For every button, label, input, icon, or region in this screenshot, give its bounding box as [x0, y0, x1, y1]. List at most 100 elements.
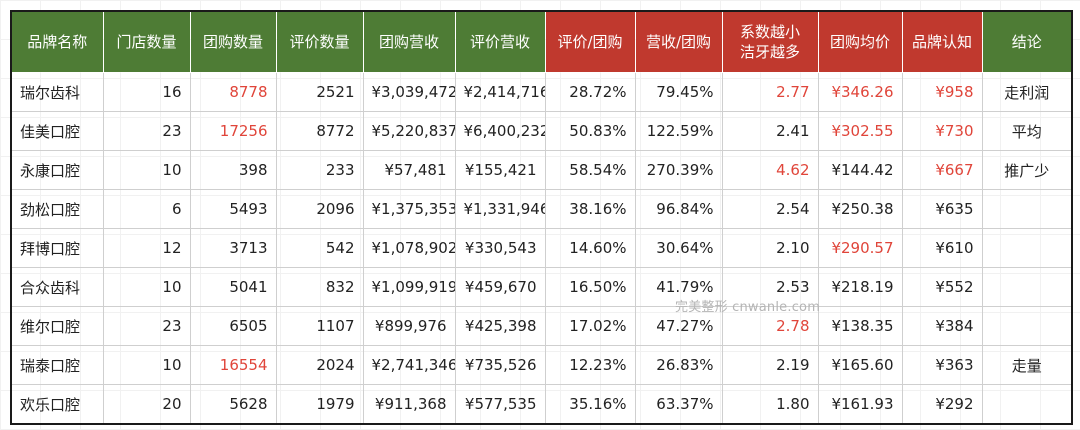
- header-coefficient[interactable]: 系数越小 洁牙越多: [721, 10, 819, 73]
- cell-awareness[interactable]: ¥958: [901, 72, 983, 112]
- cell-stores[interactable]: 10: [102, 345, 191, 385]
- cell-conclusion[interactable]: [981, 228, 1073, 268]
- cell-coefficient[interactable]: 2.53: [721, 267, 819, 307]
- cell-conclusion[interactable]: [981, 384, 1073, 425]
- cell-review-revenue[interactable]: ¥577,535: [454, 384, 546, 425]
- cell-review-ratio[interactable]: 16.50%: [544, 267, 636, 307]
- cell-review-revenue[interactable]: ¥6,400,232: [454, 111, 546, 151]
- cell-revenue-ratio[interactable]: 96.84%: [634, 189, 723, 229]
- cell-coefficient[interactable]: 1.80: [721, 384, 819, 425]
- cell-stores[interactable]: 10: [102, 150, 191, 190]
- cell-brand[interactable]: 佳美口腔: [10, 111, 104, 151]
- cell-groupbuy[interactable]: 16554: [189, 345, 277, 385]
- cell-avg-price[interactable]: ¥218.19: [817, 267, 903, 307]
- cell-avg-price[interactable]: ¥302.55: [817, 111, 903, 151]
- cell-reviews[interactable]: 832: [275, 267, 364, 307]
- cell-revenue-ratio[interactable]: 79.45%: [634, 72, 723, 112]
- cell-coefficient[interactable]: 4.62: [721, 150, 819, 190]
- cell-groupbuy-revenue[interactable]: ¥2,741,346: [362, 345, 456, 385]
- cell-groupbuy-revenue[interactable]: ¥1,099,919: [362, 267, 456, 307]
- cell-coefficient[interactable]: 2.77: [721, 72, 819, 112]
- header-review-ratio[interactable]: 评价/团购: [544, 10, 636, 73]
- cell-review-ratio[interactable]: 17.02%: [544, 306, 636, 346]
- cell-groupbuy-revenue[interactable]: ¥1,375,353: [362, 189, 456, 229]
- cell-stores[interactable]: 10: [102, 267, 191, 307]
- cell-awareness[interactable]: ¥667: [901, 150, 983, 190]
- cell-brand[interactable]: 瑞尔齿科: [10, 72, 104, 112]
- cell-reviews[interactable]: 2096: [275, 189, 364, 229]
- header-review-revenue[interactable]: 评价营收: [454, 10, 546, 73]
- cell-review-ratio[interactable]: 38.16%: [544, 189, 636, 229]
- cell-groupbuy[interactable]: 8778: [189, 72, 277, 112]
- cell-groupbuy[interactable]: 17256: [189, 111, 277, 151]
- header-brand[interactable]: 品牌名称: [10, 10, 104, 73]
- cell-brand[interactable]: 维尔口腔: [10, 306, 104, 346]
- header-conclusion[interactable]: 结论: [981, 10, 1073, 73]
- cell-coefficient[interactable]: 2.41: [721, 111, 819, 151]
- cell-avg-price[interactable]: ¥165.60: [817, 345, 903, 385]
- cell-reviews[interactable]: 2024: [275, 345, 364, 385]
- cell-reviews[interactable]: 1979: [275, 384, 364, 425]
- cell-brand[interactable]: 劲松口腔: [10, 189, 104, 229]
- cell-groupbuy[interactable]: 5493: [189, 189, 277, 229]
- cell-reviews[interactable]: 2521: [275, 72, 364, 112]
- cell-conclusion[interactable]: 推广少: [981, 150, 1073, 190]
- cell-groupbuy-revenue[interactable]: ¥5,220,837: [362, 111, 456, 151]
- cell-revenue-ratio[interactable]: 30.64%: [634, 228, 723, 268]
- cell-review-revenue[interactable]: ¥2,414,716: [454, 72, 546, 112]
- cell-stores[interactable]: 6: [102, 189, 191, 229]
- cell-awareness[interactable]: ¥552: [901, 267, 983, 307]
- cell-review-revenue[interactable]: ¥330,543: [454, 228, 546, 268]
- cell-groupbuy[interactable]: 3713: [189, 228, 277, 268]
- cell-review-revenue[interactable]: ¥735,526: [454, 345, 546, 385]
- cell-conclusion[interactable]: 走量: [981, 345, 1073, 385]
- header-avg-price[interactable]: 团购均价: [817, 10, 903, 73]
- cell-stores[interactable]: 20: [102, 384, 191, 425]
- cell-reviews[interactable]: 542: [275, 228, 364, 268]
- cell-groupbuy[interactable]: 6505: [189, 306, 277, 346]
- cell-groupbuy-revenue[interactable]: ¥1,078,902: [362, 228, 456, 268]
- cell-review-ratio[interactable]: 50.83%: [544, 111, 636, 151]
- cell-conclusion[interactable]: [981, 189, 1073, 229]
- cell-groupbuy-revenue[interactable]: ¥3,039,472: [362, 72, 456, 112]
- cell-reviews[interactable]: 8772: [275, 111, 364, 151]
- cell-avg-price[interactable]: ¥161.93: [817, 384, 903, 425]
- cell-stores[interactable]: 23: [102, 111, 191, 151]
- cell-brand[interactable]: 瑞泰口腔: [10, 345, 104, 385]
- cell-avg-price[interactable]: ¥138.35: [817, 306, 903, 346]
- cell-reviews[interactable]: 1107: [275, 306, 364, 346]
- cell-awareness[interactable]: ¥363: [901, 345, 983, 385]
- cell-review-ratio[interactable]: 35.16%: [544, 384, 636, 425]
- cell-revenue-ratio[interactable]: 41.79%: [634, 267, 723, 307]
- cell-groupbuy-revenue[interactable]: ¥911,368: [362, 384, 456, 425]
- cell-awareness[interactable]: ¥610: [901, 228, 983, 268]
- header-stores[interactable]: 门店数量: [102, 10, 191, 73]
- cell-review-ratio[interactable]: 12.23%: [544, 345, 636, 385]
- cell-brand[interactable]: 拜博口腔: [10, 228, 104, 268]
- cell-brand[interactable]: 欢乐口腔: [10, 384, 104, 425]
- header-reviews[interactable]: 评价数量: [275, 10, 364, 73]
- header-awareness[interactable]: 品牌认知: [901, 10, 983, 73]
- cell-review-revenue[interactable]: ¥1,331,946: [454, 189, 546, 229]
- cell-stores[interactable]: 12: [102, 228, 191, 268]
- cell-revenue-ratio[interactable]: 26.83%: [634, 345, 723, 385]
- cell-awareness[interactable]: ¥384: [901, 306, 983, 346]
- cell-reviews[interactable]: 233: [275, 150, 364, 190]
- cell-avg-price[interactable]: ¥346.26: [817, 72, 903, 112]
- cell-avg-price[interactable]: ¥290.57: [817, 228, 903, 268]
- header-revenue-ratio[interactable]: 营收/团购: [634, 10, 723, 73]
- cell-review-revenue[interactable]: ¥155,421: [454, 150, 546, 190]
- cell-revenue-ratio[interactable]: 122.59%: [634, 111, 723, 151]
- cell-review-ratio[interactable]: 28.72%: [544, 72, 636, 112]
- cell-awareness[interactable]: ¥730: [901, 111, 983, 151]
- cell-conclusion[interactable]: [981, 267, 1073, 307]
- cell-brand[interactable]: 合众齿科: [10, 267, 104, 307]
- header-groupbuy[interactable]: 团购数量: [189, 10, 277, 73]
- cell-review-ratio[interactable]: 14.60%: [544, 228, 636, 268]
- cell-revenue-ratio[interactable]: 47.27%: [634, 306, 723, 346]
- cell-coefficient[interactable]: 2.54: [721, 189, 819, 229]
- cell-review-revenue[interactable]: ¥425,398: [454, 306, 546, 346]
- cell-stores[interactable]: 23: [102, 306, 191, 346]
- cell-coefficient[interactable]: 2.19: [721, 345, 819, 385]
- cell-conclusion[interactable]: [981, 306, 1073, 346]
